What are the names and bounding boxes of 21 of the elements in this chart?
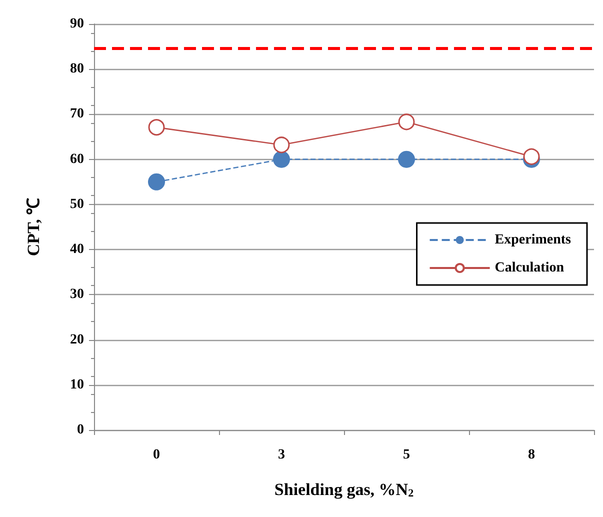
y-tick-label: 80 <box>70 62 84 77</box>
y-tick-label: 70 <box>70 106 84 122</box>
x-tick-label: 8 <box>528 448 535 462</box>
point <box>273 150 290 168</box>
y-tick-label: 20 <box>70 332 84 348</box>
y-tick-label: 40 <box>70 242 84 258</box>
y-tick-label: 50 <box>70 196 84 212</box>
y-tick-label: 60 <box>70 152 84 167</box>
legend-label: Calculation <box>494 260 564 276</box>
point <box>398 150 415 168</box>
point <box>148 173 165 190</box>
y-tick-label: 0 <box>77 422 84 438</box>
y-tick-label: 10 <box>70 377 84 392</box>
legend-label: Experiments <box>494 232 572 248</box>
x-tick-label: 5 <box>403 448 410 462</box>
x-tick-label: 3 <box>278 448 285 462</box>
x-tick-label: 0 <box>153 448 160 462</box>
y-tick-label: 90 <box>70 16 84 32</box>
y-tick-label: 30 <box>70 287 84 302</box>
y-axis-title: CPT, ℃ <box>24 198 43 256</box>
point <box>523 148 540 165</box>
